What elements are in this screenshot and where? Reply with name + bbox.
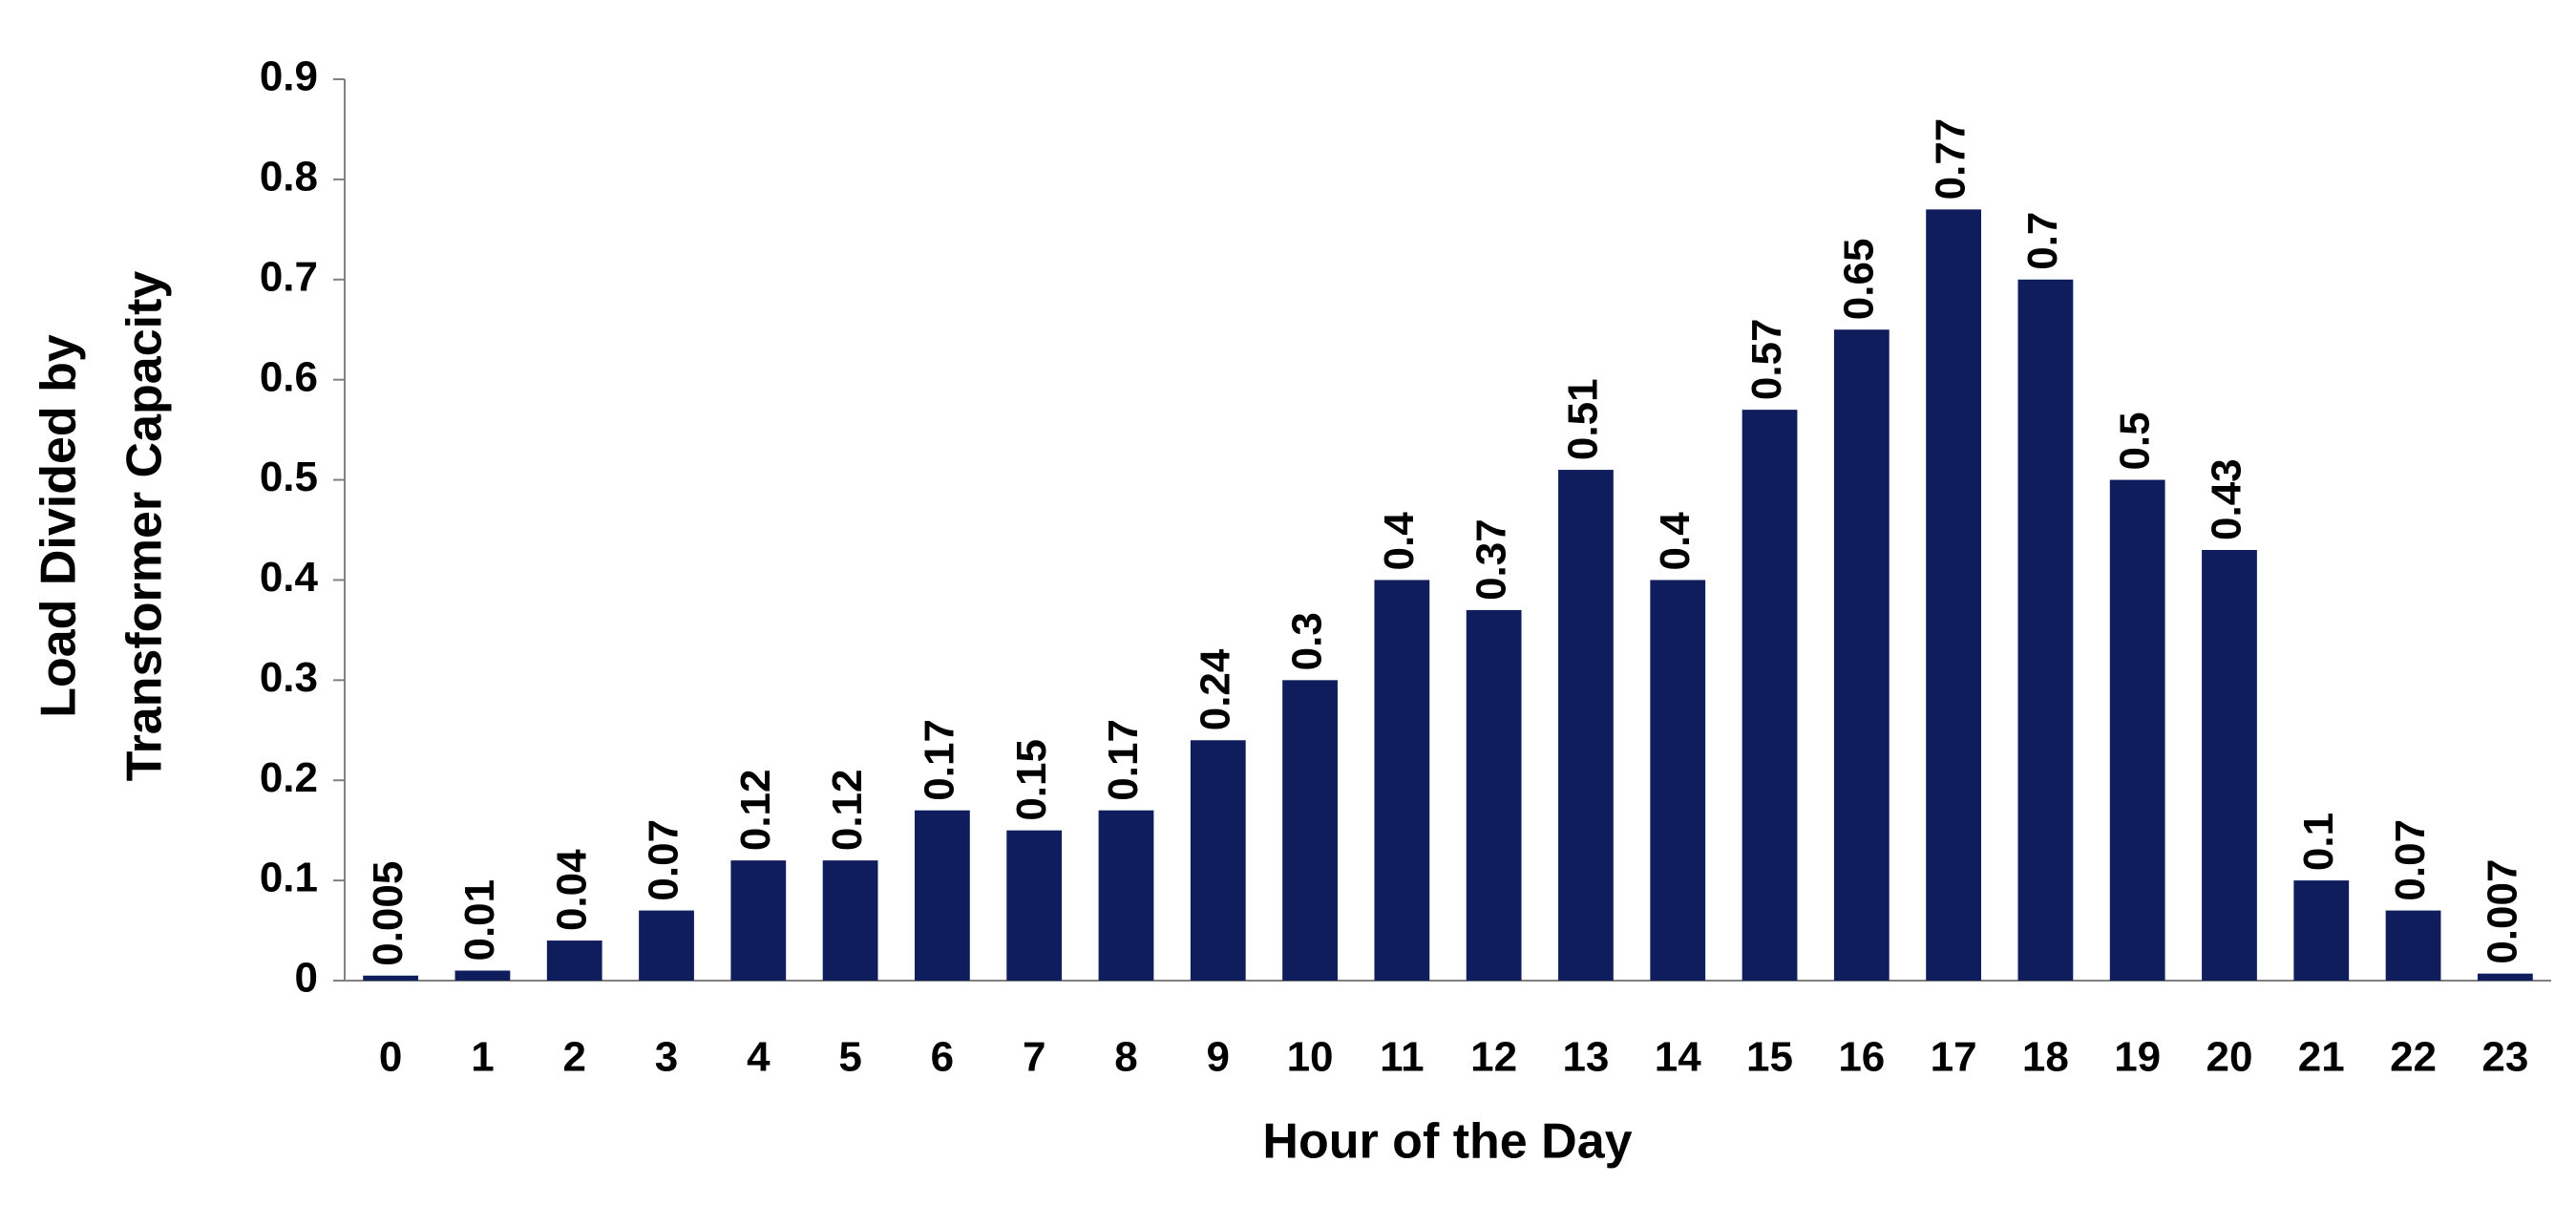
bar — [1374, 580, 1430, 981]
bar — [454, 970, 511, 981]
data-label: 0.51 — [1560, 378, 1607, 460]
x-tick-label: 15 — [1746, 1034, 1793, 1081]
bar — [2017, 279, 2074, 981]
data-label: 0.4 — [1376, 512, 1423, 571]
x-tick-label: 10 — [1287, 1034, 1334, 1081]
x-tick-label: 12 — [1470, 1034, 1517, 1081]
y-axis-title: Load Divided by — [32, 334, 87, 718]
x-tick-label: 8 — [1114, 1034, 1137, 1081]
y-tick-label: 0.4 — [260, 554, 319, 601]
bar — [546, 941, 602, 981]
x-tick-label: 3 — [655, 1034, 678, 1081]
bar — [1466, 609, 1522, 981]
x-tick-label: 16 — [1838, 1034, 1885, 1081]
data-label: 0.007 — [2479, 859, 2525, 964]
data-label: 0.04 — [548, 849, 595, 931]
data-label: 0.65 — [1835, 239, 1882, 321]
bar — [363, 975, 419, 981]
data-label: 0.07 — [641, 819, 687, 901]
data-label: 0.24 — [1192, 648, 1238, 730]
y-tick-label: 0.9 — [260, 53, 318, 100]
x-axis-title: Hour of the Day — [1262, 1114, 1632, 1170]
data-label: 0.01 — [456, 879, 503, 962]
data-label: 0.3 — [1284, 612, 1331, 670]
bar — [730, 860, 787, 981]
x-tick-label: 23 — [2481, 1034, 2528, 1081]
bar — [2293, 880, 2350, 981]
bar — [1650, 580, 1706, 981]
x-tick-label: 4 — [747, 1034, 771, 1081]
x-tick-label: 14 — [1655, 1034, 1701, 1081]
y-tick-label: 0.5 — [260, 454, 318, 500]
x-tick-label: 20 — [2206, 1034, 2253, 1081]
y-tick-label: 0.7 — [260, 253, 318, 300]
data-label: 0.12 — [824, 769, 871, 851]
bar — [2385, 910, 2441, 981]
x-tick-label: 5 — [838, 1034, 861, 1081]
y-tick-label: 0.3 — [260, 654, 318, 701]
bar — [915, 810, 970, 981]
x-tick-label: 0 — [379, 1034, 402, 1081]
y-tick-label: 0.6 — [260, 353, 318, 400]
data-label: 0.37 — [1467, 518, 1514, 601]
x-tick-label: 9 — [1207, 1034, 1230, 1081]
bar — [1833, 329, 1890, 981]
x-tick-label: 11 — [1380, 1034, 1425, 1081]
bar — [2202, 549, 2257, 981]
bar — [1926, 209, 1981, 981]
bar — [822, 860, 878, 981]
x-tick-label: 19 — [2114, 1034, 2161, 1081]
data-label: 0.005 — [365, 861, 412, 966]
data-label: 0.15 — [1008, 739, 1055, 821]
x-tick-label: 2 — [562, 1034, 585, 1081]
data-label: 0.43 — [2204, 458, 2250, 540]
data-label: 0.1 — [2295, 813, 2342, 871]
x-tick-label: 13 — [1562, 1034, 1609, 1081]
x-tick-label: 21 — [2298, 1034, 2345, 1081]
data-label: 0.17 — [1100, 719, 1147, 801]
y-tick-label: 0.2 — [260, 754, 318, 801]
y-tick-label: 0 — [295, 955, 318, 1002]
x-tick-label: 22 — [2390, 1034, 2437, 1081]
x-tick-label: 7 — [1023, 1034, 1045, 1081]
data-label: 0.5 — [2111, 412, 2158, 470]
bar — [2477, 973, 2533, 981]
bar — [1742, 410, 1798, 982]
data-label: 0.7 — [2019, 212, 2066, 270]
bar — [1098, 810, 1154, 981]
y-tick-label: 0.8 — [260, 154, 318, 201]
data-label: 0.17 — [917, 719, 963, 801]
bar — [1190, 740, 1246, 981]
bar — [639, 910, 694, 981]
bar — [1282, 680, 1338, 981]
y-axis-title: Transformer Capacity — [117, 271, 173, 782]
bar — [1558, 470, 1614, 982]
bar — [1006, 830, 1063, 981]
data-label: 0.07 — [2387, 819, 2434, 901]
bar — [2109, 479, 2165, 981]
x-tick-label: 1 — [471, 1034, 494, 1081]
x-tick-label: 17 — [1931, 1034, 1977, 1081]
data-label: 0.77 — [1928, 118, 1974, 201]
x-tick-label: 6 — [931, 1034, 954, 1081]
data-label: 0.12 — [732, 769, 779, 851]
y-tick-label: 0.1 — [260, 855, 318, 901]
data-label: 0.4 — [1652, 512, 1699, 571]
x-tick-label: 18 — [2022, 1034, 2069, 1081]
data-label: 0.57 — [1743, 318, 1790, 400]
